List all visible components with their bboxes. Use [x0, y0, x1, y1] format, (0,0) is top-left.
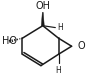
- Text: H: H: [56, 66, 61, 75]
- Text: O: O: [77, 41, 85, 51]
- Text: HO: HO: [2, 36, 17, 46]
- Text: H: H: [58, 23, 63, 32]
- Text: OH: OH: [35, 1, 50, 11]
- Polygon shape: [41, 12, 44, 26]
